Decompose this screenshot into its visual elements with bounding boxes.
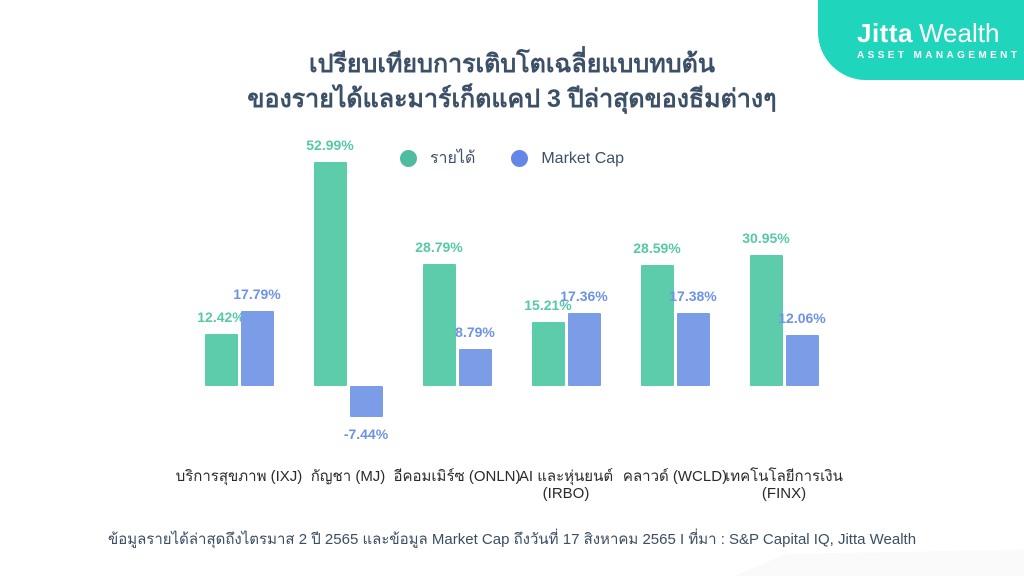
value-label-marketcap: 12.06% xyxy=(778,310,826,327)
bar-revenue xyxy=(531,321,565,386)
category-label: กัญชา (MJ) xyxy=(310,468,386,485)
source-note: ข้อมูลรายได้ล่าสุดถึงไตรมาส 2 ปี 2565 แล… xyxy=(107,531,917,548)
chart-title-line2: ของรายได้และมาร์เก็ตแคป 3 ปีล่าสุดของธีม… xyxy=(247,85,777,113)
category-label: อีคอมเมิร์ซ (ONLN) xyxy=(393,468,521,485)
bar-revenue xyxy=(313,162,347,386)
chart-title-line1: เปรียบเทียบการเติบโตเฉลี่ยแบบทบต้น xyxy=(309,50,715,78)
value-label-marketcap: 8.79% xyxy=(455,323,495,340)
bar-marketcap xyxy=(349,386,383,418)
value-label-revenue: 28.79% xyxy=(415,239,463,256)
jitta-wealth-logo: Jitta Wealth ASSET MANAGEMENT xyxy=(818,0,1024,80)
logo-brand-wealth: Wealth xyxy=(918,18,1000,48)
bar-revenue xyxy=(422,264,456,386)
value-label-marketcap: 17.36% xyxy=(560,287,608,304)
bar-marketcap xyxy=(676,312,710,386)
category-label: คลาวด์ (WCLD) xyxy=(622,468,728,485)
value-label-revenue: 30.95% xyxy=(742,230,790,247)
category-label: บริการสุขภาพ (IXJ) xyxy=(175,468,303,485)
logo-brand: Jitta Wealth xyxy=(857,19,1024,47)
bar-revenue xyxy=(204,333,238,386)
category-label: เทคโนโลยีการเงิน (FINX) xyxy=(725,468,843,502)
bar-marketcap xyxy=(240,310,274,386)
logo-subtitle: ASSET MANAGEMENT xyxy=(857,50,1021,61)
value-label-revenue: 28.59% xyxy=(633,240,681,257)
value-label-marketcap: -7.44% xyxy=(343,426,389,443)
bar-revenue xyxy=(640,265,674,386)
value-label-revenue: 12.42% xyxy=(197,308,245,325)
value-label-marketcap: 17.38% xyxy=(669,287,717,304)
value-label-marketcap: 17.79% xyxy=(233,285,281,302)
category-label: AI และหุ่นยนต์ (IRBO) xyxy=(518,468,614,502)
value-label-revenue: 52.99% xyxy=(306,137,354,153)
logo-brand-jitta: Jitta xyxy=(857,18,913,48)
chart-title: เปรียบเทียบการเติบโตเฉลี่ยแบบทบต้น ของรา… xyxy=(0,47,1024,117)
bar-marketcap xyxy=(785,335,819,386)
bar-marketcap xyxy=(567,312,601,386)
bar-revenue xyxy=(749,255,783,386)
value-label-revenue: 15.21% xyxy=(524,296,572,313)
bar-marketcap xyxy=(458,348,492,386)
